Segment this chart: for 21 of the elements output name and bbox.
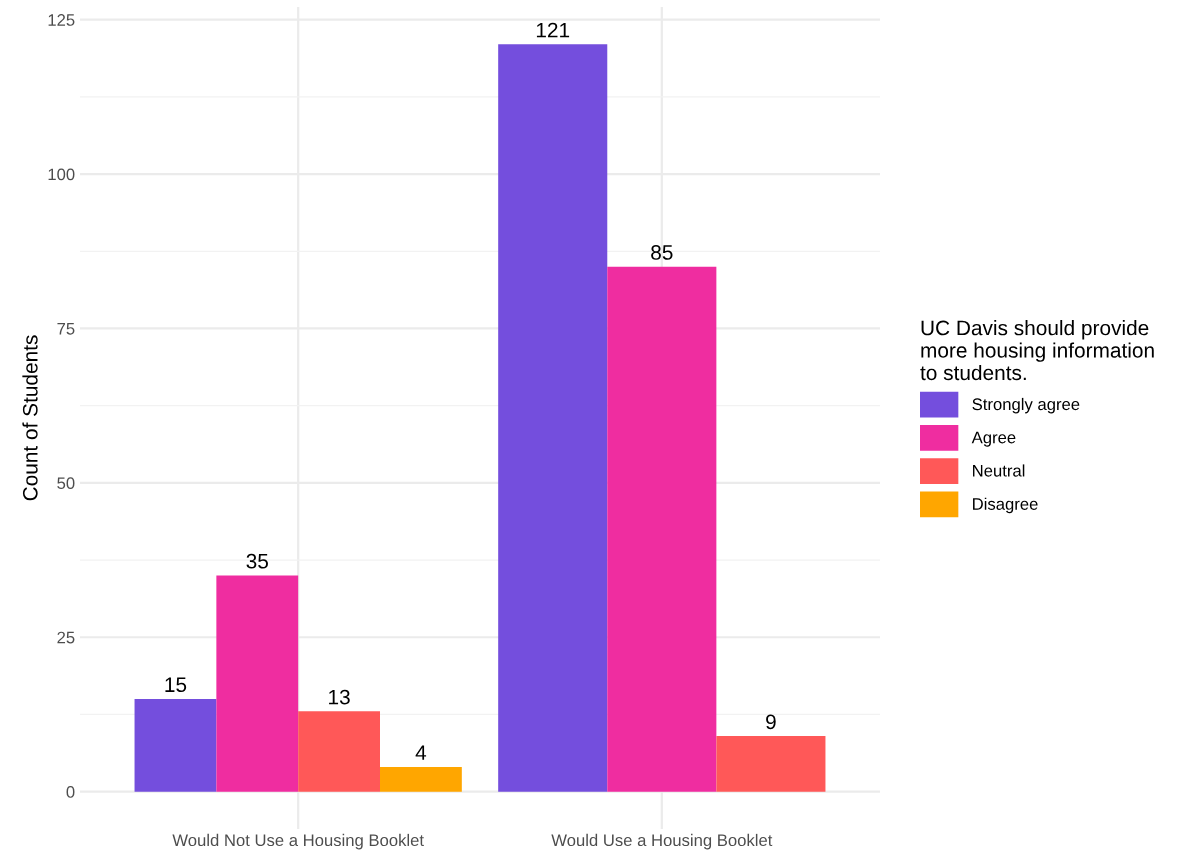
- data-label: 15: [165, 677, 187, 693]
- y-tick-label: 75: [57, 323, 75, 335]
- legend-label: Agree: [971, 431, 1016, 447]
- legend-label: Strongly agree: [972, 397, 1080, 414]
- data-label: 121: [536, 22, 570, 38]
- x-tick-label: Would Use a Housing Booklet: [551, 833, 773, 850]
- y-tick-label: 25: [57, 631, 75, 644]
- y-tick-label: 50: [57, 477, 75, 490]
- y-axis-title: Count of Students: [22, 335, 38, 501]
- legend-title: UC Davis should provide more housing information to students.: [920, 320, 1154, 381]
- legend-label: Neutral: [973, 464, 1025, 477]
- data-label: 85: [651, 245, 673, 260]
- legend-label: Disagree: [973, 497, 1038, 514]
- data-label: 13: [329, 689, 350, 705]
- data-label: 35: [246, 553, 268, 569]
- data-label: 4: [415, 745, 427, 760]
- data-label: 9: [766, 714, 776, 730]
- x-tick-label: Would Not Use a Housing Booklet: [172, 833, 424, 850]
- y-tick-label: 125: [48, 14, 75, 26]
- y-tick-label: 0: [66, 786, 75, 798]
- y-tick-label: 100: [48, 168, 75, 181]
